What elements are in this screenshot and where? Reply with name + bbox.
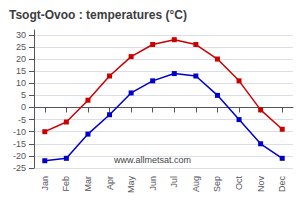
svg-text:Apr: Apr: [105, 176, 115, 190]
svg-text:Sep: Sep: [212, 176, 222, 192]
svg-text:Nov: Nov: [256, 176, 266, 193]
svg-text:Oct: Oct: [234, 176, 244, 191]
svg-text:10: 10: [16, 78, 26, 88]
svg-text:-10: -10: [13, 127, 26, 137]
svg-text:-20: -20: [13, 151, 26, 161]
svg-text:www.allmetsat.com: www.allmetsat.com: [113, 155, 191, 165]
svg-text:-25: -25: [13, 163, 26, 173]
svg-text:Feb: Feb: [61, 176, 71, 192]
svg-text:25: 25: [16, 42, 26, 52]
svg-text:Aug: Aug: [191, 176, 201, 192]
svg-text:5: 5: [21, 90, 26, 100]
svg-text:20: 20: [16, 54, 26, 64]
svg-text:Mar: Mar: [83, 176, 93, 192]
svg-text:-5: -5: [18, 115, 26, 125]
svg-text:30: 30: [16, 30, 26, 40]
svg-text:-15: -15: [13, 139, 26, 149]
svg-text:Jul: Jul: [169, 176, 179, 188]
svg-text:Jun: Jun: [148, 176, 158, 191]
svg-text:Jan: Jan: [40, 176, 50, 191]
svg-text:Dec: Dec: [277, 176, 287, 193]
svg-text:0: 0: [21, 102, 26, 112]
svg-text:May: May: [126, 176, 136, 194]
svg-text:15: 15: [16, 66, 26, 76]
svg-text:Tsogt-Ovoo : temperatures (°C): Tsogt-Ovoo : temperatures (°C): [9, 8, 187, 22]
